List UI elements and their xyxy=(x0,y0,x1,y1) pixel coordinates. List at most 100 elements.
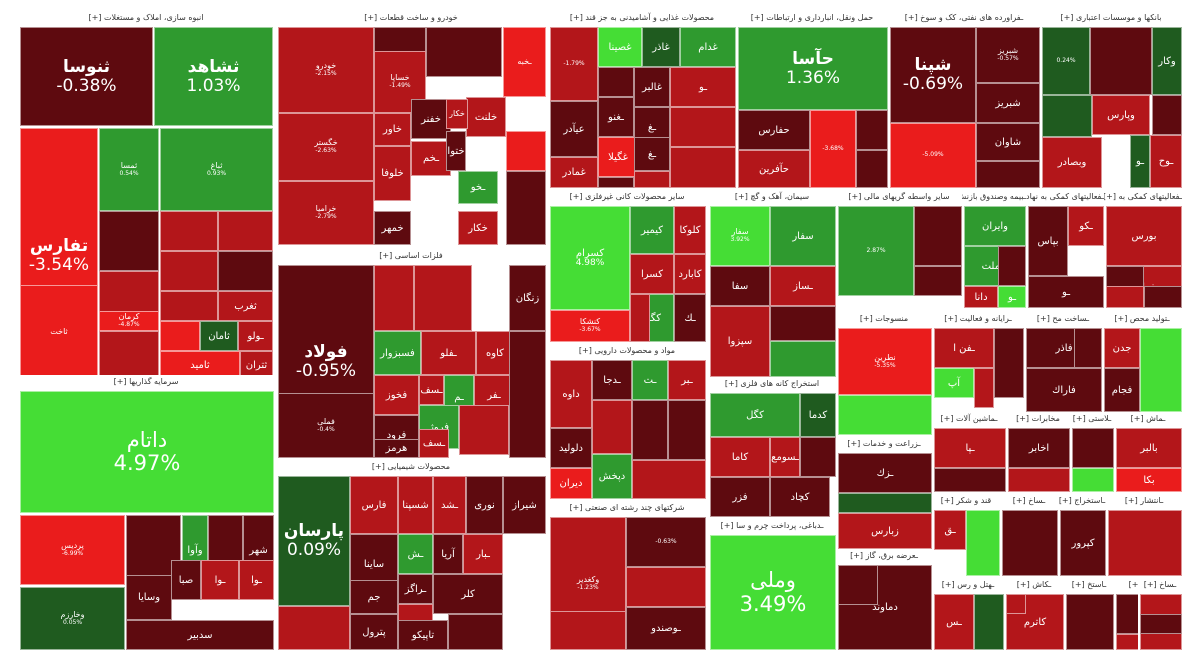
stock-tile[interactable]: غگیلا xyxy=(598,137,638,177)
sector-title[interactable]: ـماشین آلات [+] xyxy=(932,412,1006,425)
stock-tile[interactable] xyxy=(218,251,273,291)
sector-title[interactable]: ـاستخ [+] xyxy=(1064,578,1114,591)
stock-tile[interactable] xyxy=(1140,328,1182,412)
stock-tile[interactable]: دلولید xyxy=(550,428,592,468)
sector-panel[interactable]: ـفعالیتهای کمکی به [+]بورسـفرابور xyxy=(1104,190,1182,308)
stock-tile[interactable]: بالبر xyxy=(1116,428,1182,468)
stock-tile[interactable]: فملی -0.4% xyxy=(278,393,374,458)
stock-tile[interactable]: ـخو xyxy=(458,171,498,204)
stock-tile[interactable]: خكار xyxy=(446,99,468,129)
sector-panel[interactable]: ـانتشار [+] xyxy=(1106,494,1182,576)
stock-tile[interactable] xyxy=(670,147,736,188)
stock-tile[interactable]: ـدجا xyxy=(592,360,632,400)
stock-tile[interactable] xyxy=(506,131,546,171)
stock-tile[interactable]: ـبار xyxy=(463,534,503,574)
stock-tile[interactable]: ـسف xyxy=(419,375,444,405)
sector-title[interactable]: ـاستخراج [+] xyxy=(1058,494,1106,507)
stock-tile[interactable] xyxy=(770,341,836,377)
stock-tile[interactable] xyxy=(1042,95,1092,137)
stock-tile[interactable]: ـكو xyxy=(1068,206,1104,246)
stock-tile[interactable] xyxy=(632,460,706,499)
stock-tile[interactable]: غمادر xyxy=(550,157,598,188)
stock-tile[interactable]: ـوصندو xyxy=(626,607,706,650)
sector-title[interactable]: مواد و محصولات دارویی [+] xyxy=(548,344,706,357)
stock-tile[interactable] xyxy=(856,110,888,150)
stock-tile[interactable]: ثباغ 0.93% xyxy=(160,128,273,211)
sector-title[interactable]: سایر واسطه گریهای مالی [+] xyxy=(836,190,962,203)
stock-tile[interactable]: فزر xyxy=(710,477,770,517)
stock-tile[interactable]: جدن xyxy=(1104,328,1140,368)
stock-tile[interactable] xyxy=(598,177,634,188)
stock-tile[interactable]: وخارزم 0.05% xyxy=(20,587,125,650)
stock-tile[interactable]: شبریز -0.57% xyxy=(976,27,1040,83)
stock-tile[interactable]: کاما xyxy=(710,437,770,477)
stock-tile[interactable]: داتام 4.97% xyxy=(20,391,274,513)
stock-tile[interactable]: -1.79% xyxy=(550,27,598,101)
stock-tile[interactable]: ـغ xyxy=(634,137,670,171)
stock-tile[interactable] xyxy=(426,27,502,77)
stock-tile[interactable] xyxy=(630,294,650,342)
sector-panel[interactable]: محصولات غذایی و آشامیدنی به جز قند [+] -1… xyxy=(548,11,736,188)
stock-tile[interactable]: کدما xyxy=(800,393,836,437)
stock-tile[interactable]: آریا xyxy=(433,534,463,574)
stock-tile[interactable]: بكا xyxy=(1116,468,1182,492)
sector-title[interactable]: ـساخت مح [+] xyxy=(1024,312,1102,325)
stock-tile[interactable] xyxy=(1106,286,1144,308)
stock-tile[interactable] xyxy=(856,150,888,188)
stock-tile[interactable] xyxy=(459,405,509,455)
sector-panel[interactable]: ـعرضه برق، گاز [+] دماوند xyxy=(836,549,932,650)
sector-panel[interactable]: مواد و محصولات دارویی [+] داوه ـدجا ـت ـبر دل… xyxy=(548,344,706,499)
stock-tile[interactable]: خفنر xyxy=(411,99,451,139)
sector-panel[interactable]: ـاستخ [+] xyxy=(1064,578,1114,650)
stock-tile[interactable]: کپرور xyxy=(1060,510,1106,576)
stock-tile[interactable]: -0.63% xyxy=(626,517,706,567)
stock-tile[interactable]: شیراز xyxy=(503,476,546,534)
stock-tile[interactable]: ـخم xyxy=(411,141,451,176)
stock-tile[interactable]: حآسا 1.36% xyxy=(738,27,888,110)
sector-title[interactable]: ـفراورده های نفتی، کک و سوخ [+] xyxy=(888,11,1040,24)
stock-tile[interactable]: ـخبه xyxy=(503,27,546,97)
sector-title[interactable]: ـساخ [+] xyxy=(1138,578,1182,591)
sector-title[interactable]: سرمایه گذاریها [+] xyxy=(18,375,274,388)
stock-tile[interactable] xyxy=(598,67,634,97)
stock-tile[interactable]: فجام xyxy=(1104,368,1140,412)
stock-tile[interactable]: نطرین -5.35% xyxy=(838,328,932,395)
stock-tile[interactable]: ـفلو xyxy=(421,331,476,375)
sector-panel[interactable]: ـهتل و رس [+] ـس xyxy=(932,578,1004,650)
stock-tile[interactable]: نوری xyxy=(466,476,503,534)
sector-panel[interactable]: استخراج کانه های فلزی [+] کگل کدما کاما ـسوم… xyxy=(708,377,836,517)
stock-tile[interactable]: کاوه xyxy=(476,331,514,375)
stock-tile[interactable]: غصینا xyxy=(598,27,642,67)
sector-panel[interactable]: ـدباغی، پرداخت چرم و سا [+] وملی 3.49% xyxy=(708,519,836,650)
stock-tile[interactable] xyxy=(966,510,1000,576)
stock-tile[interactable] xyxy=(448,614,503,650)
stock-tile[interactable]: ـسومع xyxy=(770,437,800,477)
stock-tile[interactable] xyxy=(218,211,273,251)
stock-tile[interactable] xyxy=(414,265,472,331)
sector-panel[interactable]: ـتولید محص [+] جدن فجام xyxy=(1102,312,1182,412)
stock-tile[interactable] xyxy=(634,171,670,188)
sector-title[interactable]: محصولات شیمیایی [+] xyxy=(276,460,546,473)
stock-tile[interactable]: حآفرین xyxy=(738,150,810,188)
sector-title[interactable]: ـزراعت و خدمات [+] xyxy=(836,437,932,450)
stock-tile[interactable]: ثغرب xyxy=(218,291,273,321)
stock-tile[interactable] xyxy=(1108,510,1182,576)
stock-tile[interactable]: عیآدر xyxy=(550,101,598,157)
stock-tile[interactable]: خرامیا -2.79% xyxy=(278,181,374,245)
sector-title[interactable]: ـانتشار [+] xyxy=(1106,494,1182,507)
sector-panel[interactable]: ـماش [+] بالبر بكا xyxy=(1114,412,1182,492)
stock-tile[interactable]: بپاس xyxy=(1028,206,1068,276)
stock-tile[interactable]: -3.68% xyxy=(810,110,856,188)
stock-tile[interactable]: خكار xyxy=(458,211,498,245)
stock-tile[interactable] xyxy=(374,265,414,331)
stock-tile[interactable]: کسرا xyxy=(630,254,674,294)
sector-panel[interactable]: فلزات اساسی [+] فولاد -0.95% فملی -0.4% زنگان… xyxy=(276,249,546,458)
stock-tile[interactable]: ـزك xyxy=(838,453,932,493)
sector-panel[interactable]: قند و شکر [+] ـق xyxy=(932,494,1000,576)
sector-panel[interactable]: ـساخ [+] xyxy=(1000,494,1058,576)
stock-tile[interactable]: ـو xyxy=(670,67,736,107)
stock-tile[interactable]: فارس xyxy=(350,476,398,534)
stock-tile[interactable]: هرمز xyxy=(374,439,419,458)
stock-tile[interactable]: ـوح xyxy=(1150,135,1182,188)
stock-tile[interactable] xyxy=(550,611,626,650)
